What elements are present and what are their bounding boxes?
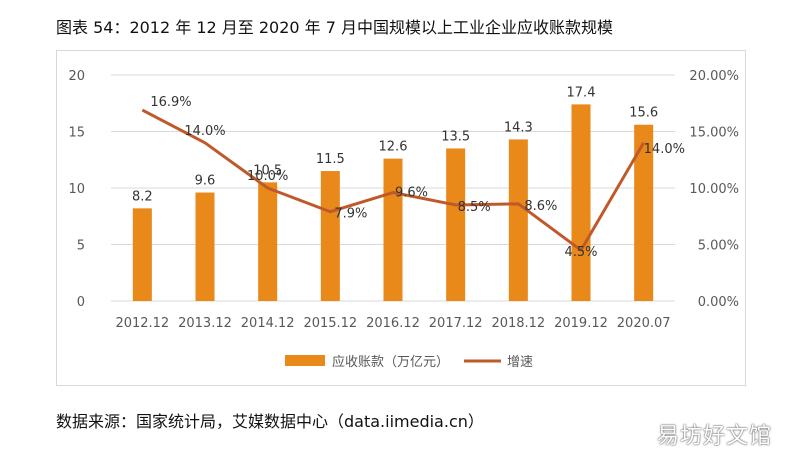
x-tick-label: 2019.12 [554,316,608,331]
line-value-label: 4.5% [564,245,597,260]
bar-value-label: 14.3 [504,120,533,135]
y-right-tick-label: 20.00% [689,69,739,84]
bar [446,148,466,301]
bar-value-label: 9.6 [195,174,216,189]
bar [571,104,591,301]
growth-line [141,108,645,252]
bar-value-label: 10.5 [253,163,282,178]
x-tick-label: 2017.12 [429,316,483,331]
chart-frame: 0 5 10 15 20 0.00% 5.00% 10.00% 15.00% 20.00% 8.2 9… [56,50,746,386]
y-left-tick-label: 15 [68,126,85,141]
bar-value-label: 15.6 [629,106,658,121]
bar-value-label: 13.5 [441,129,470,144]
line-value-label: 16.9% [150,95,191,110]
x-tick-label: 2012.12 [115,316,169,331]
line-value-label: 14.0% [644,142,685,157]
line-value-label: 8.6% [524,199,557,214]
y-left-tick-label: 5 [77,239,85,254]
bar [132,208,152,301]
y-left-tick-label: 10 [68,182,85,197]
chart-title: 图表 54：2012 年 12 月至 2020 年 7 月中国规模以上工业企业应… [56,18,614,37]
x-tick-label: 2015.12 [303,316,357,331]
bar [258,182,278,301]
y-right-tick-label: 15.00% [689,126,739,141]
y-right-tick-label: 0.00% [698,295,739,310]
bar-value-label: 17.4 [567,85,596,100]
legend-bar-swatch [285,355,325,366]
bar [320,171,340,301]
legend-label: 应收账款（万亿元） [332,354,449,370]
x-tick-label: 2018.12 [491,316,545,331]
y-right-tick-label: 10.00% [689,182,739,197]
chart-canvas: 0 5 10 15 20 0.00% 5.00% 10.00% 15.00% 20.00% 8.2 9… [68,69,739,370]
line-value-label: 8.5% [458,200,491,215]
line-value-label: 10.0% [247,169,288,184]
y-left-tick-label: 0 [77,295,85,310]
bar-value-label: 8.2 [132,189,153,204]
line-value-label: 14.0% [184,124,225,139]
x-tick-label: 2020.07 [617,316,671,331]
x-tick-label: 2013.12 [178,316,232,331]
bar [508,139,528,301]
legend-label: 增速 [507,355,533,370]
x-tick-label: 2016.12 [366,316,420,331]
y-left-tick-label: 20 [68,69,85,84]
x-tick-label: 2014.12 [241,316,295,331]
bar [634,124,654,301]
bar-value-label: 11.5 [316,152,345,167]
y-right-tick-label: 5.00% [698,239,739,254]
bar-value-label: 12.6 [379,140,408,155]
source-note: 数据来源：国家统计局，艾媒数据中心（data.iimedia.cn） [56,412,484,431]
watermark-logo: 易坊好文馆 [656,424,772,449]
line-value-label: 9.6% [395,186,428,201]
line-value-label: 7.9% [334,207,367,222]
bar [195,192,215,301]
bar [383,158,403,301]
